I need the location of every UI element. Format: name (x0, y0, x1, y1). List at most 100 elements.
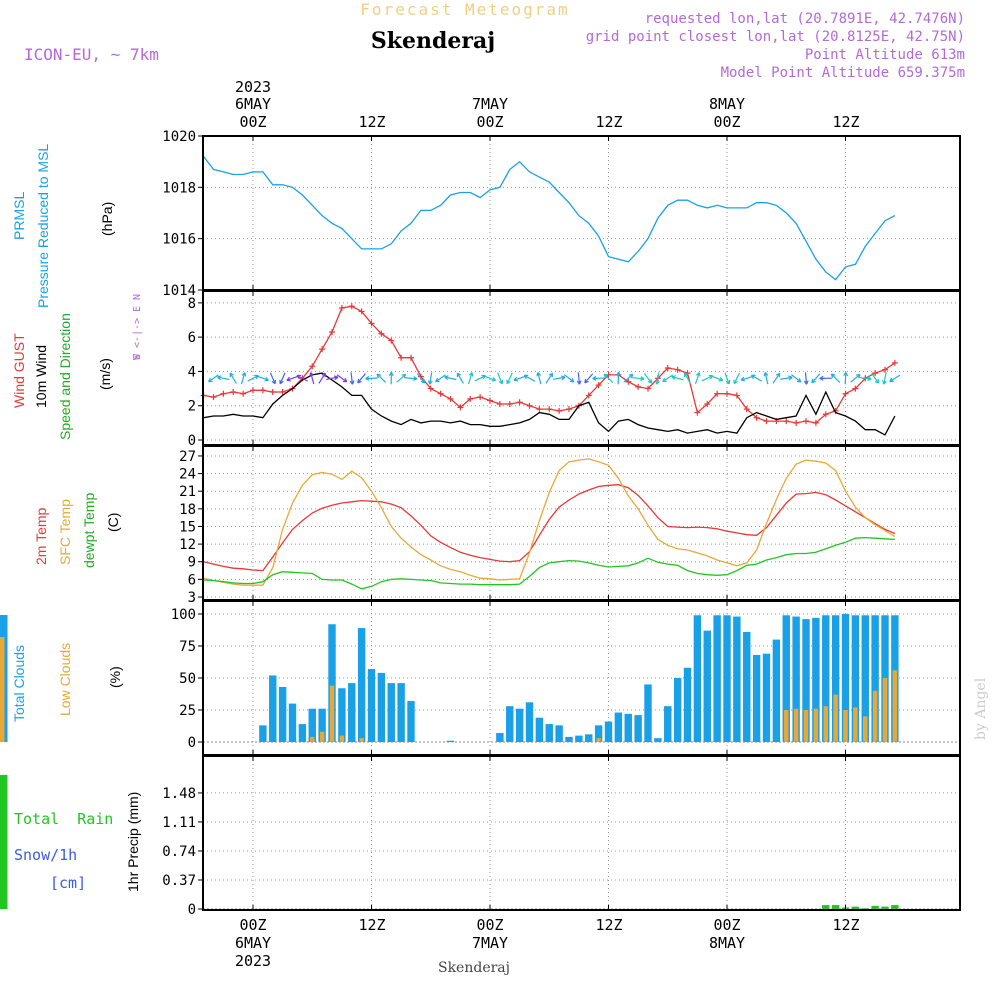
wind-arrow-36 (513, 375, 526, 381)
wind-arrow-65 (804, 372, 808, 385)
footer-location: Skenderaj (438, 960, 510, 976)
wind-arrow-11 (269, 372, 276, 385)
panel-frame-wind (202, 290, 961, 446)
gust-marker-28 (437, 390, 444, 397)
wind-arrow-7 (229, 372, 237, 384)
line-temperature-1 (203, 458, 896, 586)
wind-arrowhead-42 (576, 380, 582, 385)
gust-marker-15 (309, 363, 316, 370)
gust-marker-27 (427, 385, 434, 392)
gust-marker-33 (487, 397, 493, 404)
bottom-tick-00z-3: 00Z (713, 916, 740, 934)
ytick-label-temperature-3: 12 (179, 537, 196, 553)
wind-arrowhead-47 (628, 373, 634, 379)
wind-arrowhead-45 (603, 373, 609, 379)
wind-arrow-31 (467, 372, 473, 385)
ytick-label-precip-1: 0.37 (162, 873, 196, 889)
p5-unit: 1hr Precip (mm) (125, 792, 141, 892)
bar-clouds-0-24 (397, 683, 405, 742)
wind-arrowhead-33 (491, 376, 497, 382)
wind-arrow-28 (435, 374, 446, 383)
wind-arrowhead-21 (365, 375, 370, 381)
top-tick-12z-1: 12Z (358, 113, 385, 131)
bar-clouds-0-71 (861, 615, 869, 742)
chart-title: Forecast Meteogram (360, 0, 569, 19)
top-day-label-2: 7MAY (472, 95, 508, 113)
top-tick-12z-3: 12Z (832, 113, 859, 131)
bar-precip-0-74 (891, 905, 899, 909)
wind-arrow-69 (844, 372, 847, 385)
wind-arrow-72 (871, 373, 880, 384)
p4-label-a: Total Clouds (11, 645, 27, 722)
ytick-label-precip-4: 1.48 (162, 786, 196, 802)
bar-clouds-0-70 (851, 615, 860, 742)
bar-clouds-0-16 (318, 708, 326, 742)
wind-arrow-39 (545, 372, 554, 384)
compass-n: N (132, 294, 143, 300)
top-tick-00z-3: 00Z (713, 113, 740, 131)
ytick-label-clouds-2: 50 (179, 671, 196, 687)
bar-clouds-0-63 (782, 615, 790, 742)
compass-rose: N W <-|-> E S (132, 294, 143, 360)
panel-clouds: 0 25 50 75 100 (0, 600, 961, 756)
wind-arrowhead-20 (357, 378, 362, 384)
ytick-label-clouds-3: 75 (179, 639, 196, 655)
top-tick-00z-2: 00Z (476, 113, 503, 131)
wind-arrow-5 (208, 374, 219, 383)
bar-clouds-0-53 (683, 667, 692, 742)
model-label: ICON-EU, ~ 7km (24, 45, 159, 64)
bar-precip-0-79 (0, 899, 8, 909)
bar-precip-0-68 (831, 905, 840, 909)
gust-marker-63 (783, 418, 790, 425)
wind-arrow-17 (325, 376, 339, 381)
gust-marker-74 (891, 359, 898, 366)
ytick-label-pressure-3: 1020 (162, 129, 196, 145)
bottom-day-label-1: 6MAY (235, 934, 271, 952)
wind-arrow-45 (603, 373, 614, 383)
gust-marker-23 (388, 337, 395, 344)
wind-arrowhead-53 (683, 372, 689, 378)
gust-marker-36 (516, 399, 523, 406)
bar-clouds-0-59 (743, 631, 751, 742)
gust-marker-58 (733, 392, 740, 399)
wind-arrowhead-28 (435, 377, 440, 383)
bar-clouds-0-38 (535, 717, 544, 742)
wind-arrowhead-64 (796, 378, 802, 383)
bar-clouds-0-45 (604, 721, 613, 742)
wind-arrow-13 (286, 375, 299, 381)
ytick-label-temperature-0: 3 (188, 590, 196, 606)
wind-arrow-59 (740, 375, 753, 381)
panel-frame-temperature (202, 445, 961, 601)
gust-marker-25 (408, 354, 414, 361)
wind-arrow-16 (318, 372, 326, 384)
p1-label-a: PRMSL (11, 192, 27, 240)
wind-arrow-60 (751, 374, 763, 382)
ytick-label-pressure-1: 1016 (162, 232, 196, 248)
ytick-label-temperature-7: 24 (179, 467, 196, 483)
wind-arrow-61 (764, 372, 769, 385)
p2-unit: (m/s) (97, 358, 113, 390)
bar-clouds-1-16 (319, 731, 325, 742)
gust-marker-41 (566, 406, 572, 413)
gust-marker-57 (724, 390, 730, 397)
p2-label-c: Speed and Direction (57, 313, 73, 440)
top-tick-12z-2: 12Z (595, 113, 622, 131)
wind-arrowhead-10 (264, 376, 269, 382)
ytick-label-wind-1: 2 (188, 399, 196, 415)
wind-arrowhead-65 (803, 380, 809, 385)
gust-marker-59 (743, 406, 750, 413)
bar-precip-0-72 (871, 905, 879, 909)
wind-arrowhead-40 (561, 375, 566, 381)
wind-arrow-38 (537, 372, 542, 385)
bar-clouds-0-29 (446, 740, 455, 742)
p5-label-b: Snow/1h (14, 846, 77, 864)
bar-clouds-0-62 (772, 639, 781, 742)
wind-arrowhead-5 (208, 377, 213, 383)
ytick-label-temperature-5: 18 (179, 502, 196, 518)
wind-arrowhead-61 (763, 372, 769, 377)
series-clouds-0 (0, 614, 899, 742)
bar-clouds-0-42 (575, 735, 583, 742)
series-precip-0 (0, 774, 899, 909)
wind-arrowhead-27 (427, 380, 433, 385)
